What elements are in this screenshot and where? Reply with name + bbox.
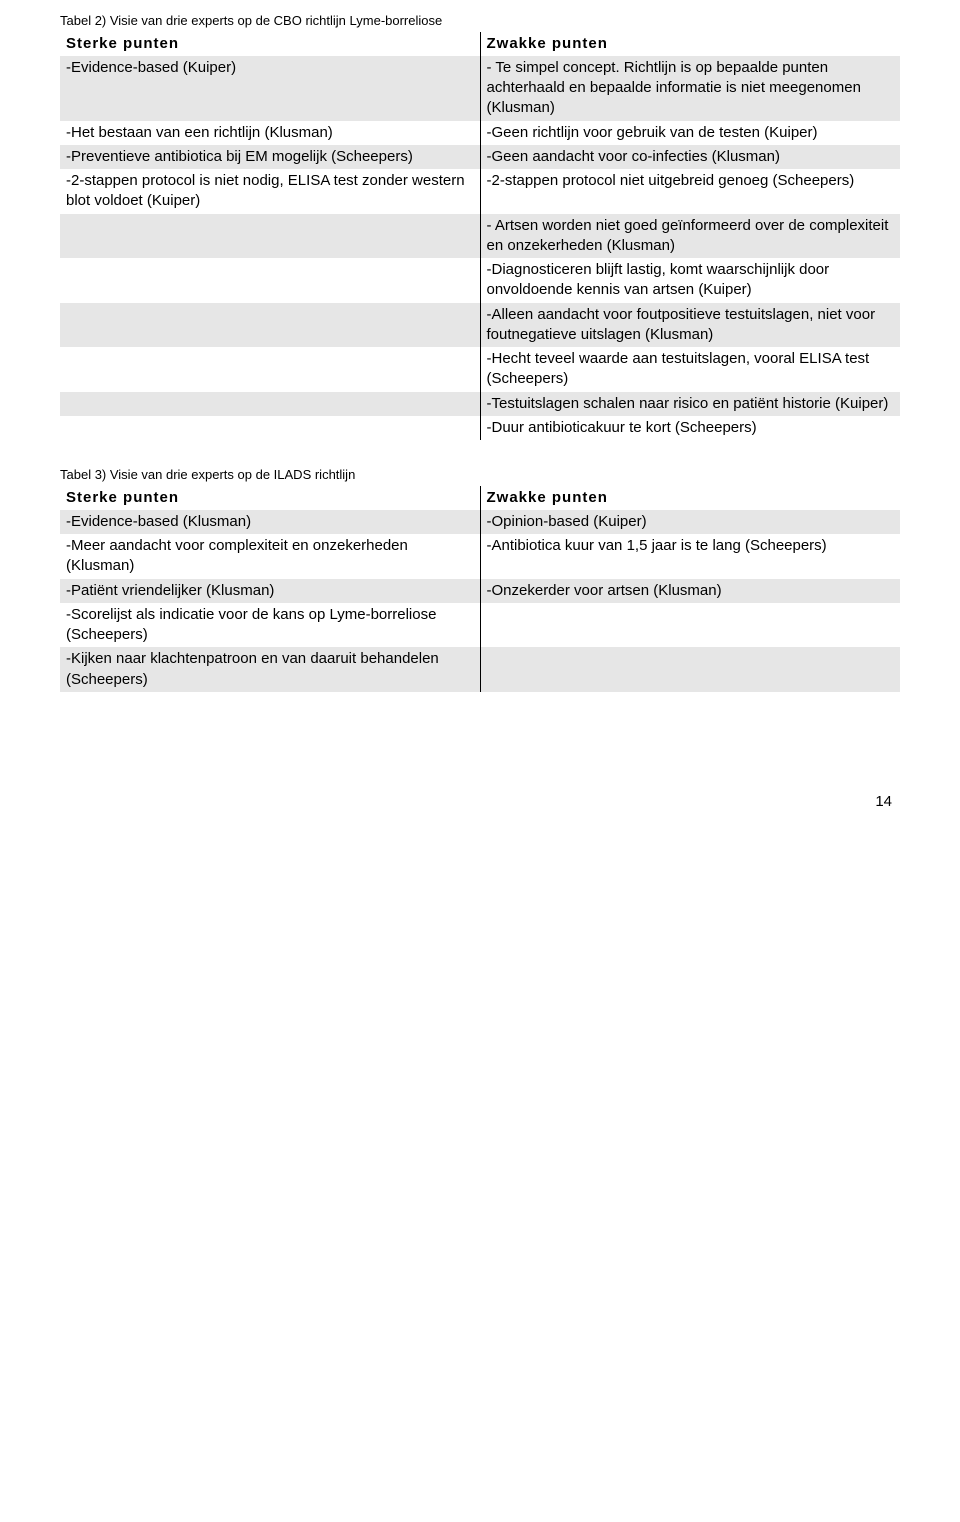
table3-cell-right — [480, 603, 900, 648]
table3-row: -Patiënt vriendelijker (Klusman)-Onzeker… — [60, 579, 900, 603]
table2: Sterke punten Zwakke punten -Evidence-ba… — [60, 32, 900, 441]
table2-cell-left — [60, 347, 480, 392]
table2-cell-right: -Geen richtlijn voor gebruik van de test… — [480, 121, 900, 145]
table3-row: -Meer aandacht voor complexiteit en onze… — [60, 534, 900, 579]
table2-row: -Diagnosticeren blijft lastig, komt waar… — [60, 258, 900, 303]
table3-cell-left: -Kijken naar klachtenpatroon en van daar… — [60, 647, 480, 692]
table3-caption: Tabel 3) Visie van drie experts op de IL… — [60, 466, 900, 484]
table3-body: -Evidence-based (Klusman)-Opinion-based … — [60, 510, 900, 692]
table2-cell-left — [60, 392, 480, 416]
table2-body: -Evidence-based (Kuiper)- Te simpel conc… — [60, 56, 900, 440]
table3-header-row: Sterke punten Zwakke punten — [60, 486, 900, 510]
table2-row: -Preventieve antibiotica bij EM mogelijk… — [60, 145, 900, 169]
table2-cell-left: -Preventieve antibiotica bij EM mogelijk… — [60, 145, 480, 169]
table3-header-left: Sterke punten — [60, 486, 480, 510]
table2-cell-right: -Testuitslagen schalen naar risico en pa… — [480, 392, 900, 416]
table2-cell-right: - Artsen worden niet goed geïnformeerd o… — [480, 214, 900, 259]
table2-cell-right: -Geen aandacht voor co-infecties (Klusma… — [480, 145, 900, 169]
table2-cell-right: - Te simpel concept. Richtlijn is op bep… — [480, 56, 900, 121]
table3-header-right: Zwakke punten — [480, 486, 900, 510]
page: Tabel 2) Visie van drie experts op de CB… — [0, 0, 960, 836]
table2-cell-left — [60, 214, 480, 259]
table2-cell-left: -Het bestaan van een richtlijn (Klusman) — [60, 121, 480, 145]
table3-row: -Kijken naar klachtenpatroon en van daar… — [60, 647, 900, 692]
table2-cell-left — [60, 303, 480, 348]
table2-row: -2-stappen protocol is niet nodig, ELISA… — [60, 169, 900, 214]
table3-cell-right: -Opinion-based (Kuiper) — [480, 510, 900, 534]
table2-cell-right: -Diagnosticeren blijft lastig, komt waar… — [480, 258, 900, 303]
table2-row: -Testuitslagen schalen naar risico en pa… — [60, 392, 900, 416]
table3-cell-right: -Onzekerder voor artsen (Klusman) — [480, 579, 900, 603]
table2-header-left: Sterke punten — [60, 32, 480, 56]
table3: Sterke punten Zwakke punten -Evidence-ba… — [60, 486, 900, 692]
table3-row: -Scorelijst als indicatie voor de kans o… — [60, 603, 900, 648]
table2-header-right: Zwakke punten — [480, 32, 900, 56]
table2-cell-left — [60, 258, 480, 303]
table2-row: -Evidence-based (Kuiper)- Te simpel conc… — [60, 56, 900, 121]
table2-cell-left — [60, 416, 480, 440]
table3-cell-left: -Patiënt vriendelijker (Klusman) — [60, 579, 480, 603]
table3-cell-left: -Evidence-based (Klusman) — [60, 510, 480, 534]
table2-cell-right: -2-stappen protocol niet uitgebreid geno… — [480, 169, 900, 214]
table2-header-row: Sterke punten Zwakke punten — [60, 32, 900, 56]
table2-row: -Duur antibioticakuur te kort (Scheepers… — [60, 416, 900, 440]
table2-cell-right: -Alleen aandacht voor foutpositieve test… — [480, 303, 900, 348]
table3-cell-right — [480, 647, 900, 692]
table2-row: -Hecht teveel waarde aan testuitslagen, … — [60, 347, 900, 392]
table2-cell-left: -Evidence-based (Kuiper) — [60, 56, 480, 121]
table2-row: -Het bestaan van een richtlijn (Klusman)… — [60, 121, 900, 145]
table2-caption: Tabel 2) Visie van drie experts op de CB… — [60, 12, 900, 30]
table3-cell-right: -Antibiotica kuur van 1,5 jaar is te lan… — [480, 534, 900, 579]
spacer — [60, 440, 900, 466]
table3-row: -Evidence-based (Klusman)-Opinion-based … — [60, 510, 900, 534]
table3-cell-left: -Scorelijst als indicatie voor de kans o… — [60, 603, 480, 648]
table2-cell-left: -2-stappen protocol is niet nodig, ELISA… — [60, 169, 480, 214]
page-number: 14 — [60, 792, 900, 812]
table2-cell-right: -Hecht teveel waarde aan testuitslagen, … — [480, 347, 900, 392]
table3-cell-left: -Meer aandacht voor complexiteit en onze… — [60, 534, 480, 579]
table2-cell-right: -Duur antibioticakuur te kort (Scheepers… — [480, 416, 900, 440]
table2-row: - Artsen worden niet goed geïnformeerd o… — [60, 214, 900, 259]
table2-row: -Alleen aandacht voor foutpositieve test… — [60, 303, 900, 348]
